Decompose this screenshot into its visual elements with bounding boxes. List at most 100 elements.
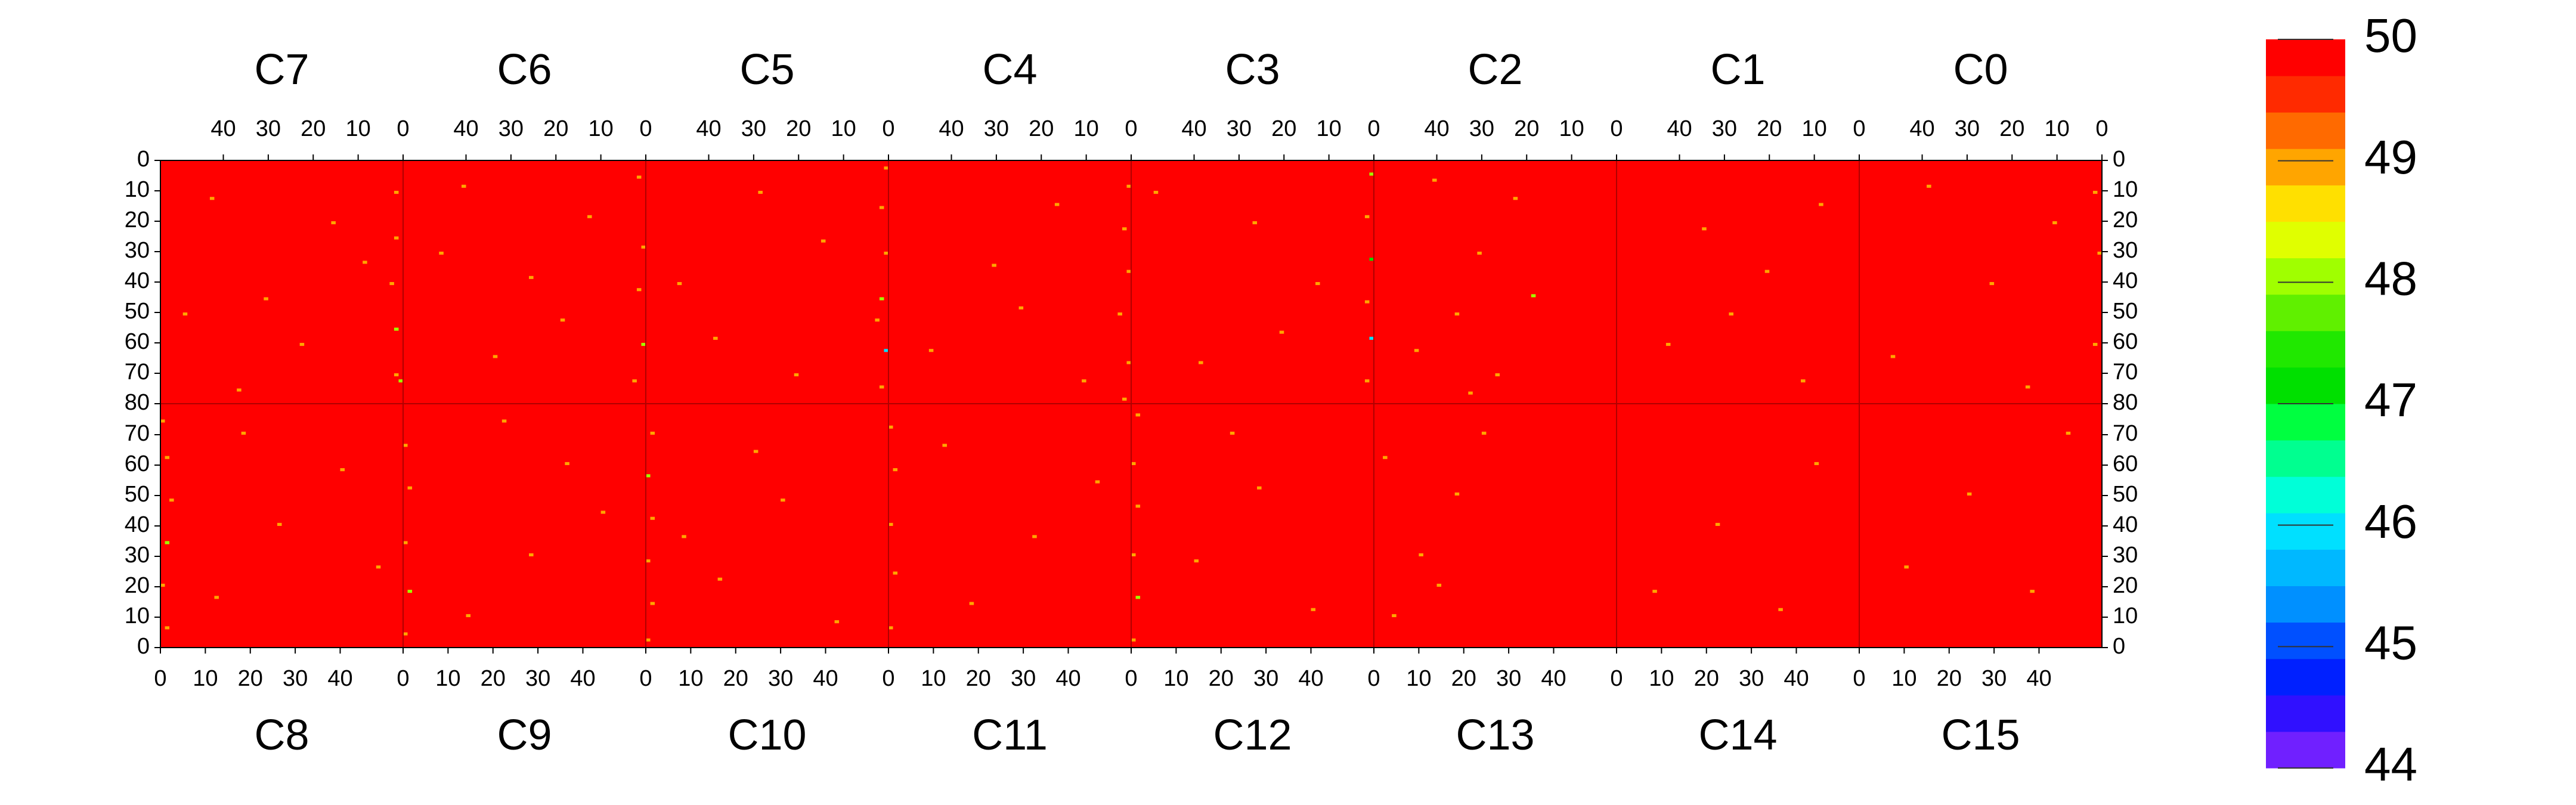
heatmap-cell bbox=[299, 343, 305, 346]
heatmap-cell bbox=[160, 419, 165, 423]
heatmap-cell bbox=[264, 297, 268, 301]
heatmap-cell bbox=[394, 236, 399, 240]
heatmap-cell bbox=[1095, 480, 1100, 484]
heatmap-cell bbox=[403, 541, 408, 544]
colorbar-band bbox=[2266, 258, 2345, 295]
y-tick-label: 70 bbox=[125, 421, 150, 446]
panel-background bbox=[888, 160, 1131, 404]
heatmap-cell bbox=[560, 318, 565, 322]
heatmap-cell bbox=[363, 261, 367, 264]
heatmap-cell bbox=[1018, 306, 1024, 309]
x-tick-label: 20 bbox=[1757, 116, 1782, 141]
y-tick-label: 0 bbox=[2113, 634, 2125, 659]
panel-label: C7 bbox=[254, 46, 309, 94]
heatmap-cell bbox=[1364, 300, 1370, 304]
x-tick-label: 0 bbox=[1125, 116, 1137, 141]
heatmap-cell bbox=[2097, 252, 2102, 255]
heatmap-cell bbox=[466, 614, 471, 617]
x-tick-label: 0 bbox=[1853, 116, 1865, 141]
heatmap-cell bbox=[600, 510, 606, 514]
heatmap-cell bbox=[893, 571, 898, 575]
x-tick-label: 30 bbox=[1955, 116, 1980, 141]
x-tick-label: 20 bbox=[1209, 666, 1234, 691]
heatmap-cell bbox=[969, 602, 974, 605]
x-tick-label: 0 bbox=[1853, 666, 1865, 691]
y-tick-label: 40 bbox=[125, 268, 150, 293]
x-tick-label: 30 bbox=[1496, 666, 1521, 691]
heatmap-cell bbox=[821, 239, 826, 243]
panel-label: C15 bbox=[1941, 711, 2020, 759]
panel-background bbox=[1617, 404, 1859, 647]
panel-label: C12 bbox=[1213, 711, 1292, 759]
colorbar-tick-label: 48 bbox=[2364, 252, 2417, 305]
heatmap-cell bbox=[165, 541, 170, 544]
x-tick-label: 20 bbox=[238, 666, 263, 691]
heatmap-cell bbox=[1454, 492, 1460, 496]
y-tick-label: 10 bbox=[125, 603, 150, 628]
heatmap-cell bbox=[439, 252, 444, 255]
colorbar-band bbox=[2266, 513, 2345, 550]
heatmap-cell bbox=[781, 499, 785, 502]
heatmap-cell bbox=[884, 349, 888, 352]
heatmap-cell bbox=[165, 456, 170, 459]
panel-background bbox=[888, 404, 1131, 647]
colorbar-band bbox=[2266, 549, 2345, 586]
heatmap-cell bbox=[879, 385, 884, 389]
heatmap-cell bbox=[1801, 379, 1806, 383]
x-tick-label: 20 bbox=[481, 666, 506, 691]
heatmap-cell bbox=[376, 565, 381, 569]
x-tick-label: 20 bbox=[1937, 666, 1962, 691]
heatmap-cell bbox=[277, 522, 282, 526]
panel-background bbox=[1374, 160, 1617, 404]
heatmap-cell bbox=[237, 388, 242, 392]
x-tick-label: 20 bbox=[786, 116, 811, 141]
heatmap-cell bbox=[893, 468, 898, 472]
x-tick-label: 30 bbox=[1712, 116, 1737, 141]
heatmap-cell bbox=[1279, 330, 1284, 334]
colorbar-band bbox=[2266, 294, 2345, 332]
heatmap-cell bbox=[1414, 349, 1419, 352]
heatmap-cell bbox=[182, 312, 188, 316]
panel-background bbox=[646, 160, 888, 404]
colorbar-band bbox=[2266, 476, 2345, 513]
x-tick-label: 0 bbox=[2095, 116, 2108, 141]
heatmap-cell bbox=[677, 282, 682, 286]
heatmap-cell bbox=[241, 431, 246, 435]
y-tick-label: 10 bbox=[2113, 603, 2138, 628]
heatmap-cell bbox=[1131, 462, 1136, 465]
heatmap-cell bbox=[1135, 596, 1141, 599]
heatmap-cell bbox=[1495, 373, 1500, 377]
plot-frame bbox=[160, 160, 2103, 648]
x-tick-label: 0 bbox=[397, 116, 409, 141]
x-tick-label: 40 bbox=[210, 116, 236, 141]
x-tick-label: 0 bbox=[397, 666, 409, 691]
y-tick-label: 50 bbox=[2113, 299, 2138, 324]
colorbar-band bbox=[2266, 76, 2345, 113]
heatmap-cell bbox=[1819, 203, 1823, 206]
heatmap-cell bbox=[2030, 590, 2035, 593]
x-tick-label: 40 bbox=[570, 666, 595, 691]
x-tick-label: 10 bbox=[2044, 116, 2069, 141]
heatmap-cell bbox=[1054, 203, 1060, 206]
colorbar-tick-label: 49 bbox=[2364, 131, 2417, 184]
heatmap-cell bbox=[394, 327, 399, 331]
x-tick-label: 30 bbox=[499, 116, 524, 141]
colorbar-band bbox=[2266, 185, 2345, 222]
heatmap-cell bbox=[1652, 590, 1657, 593]
heatmap-cell bbox=[493, 355, 498, 358]
heatmap-cell bbox=[2066, 431, 2071, 435]
heatmap-cell bbox=[888, 522, 893, 526]
heatmap-cell bbox=[1126, 270, 1131, 273]
heatmap-cell bbox=[529, 553, 534, 556]
x-tick-label: 40 bbox=[453, 116, 478, 141]
x-tick-label: 40 bbox=[1055, 666, 1080, 691]
heatmap-cell bbox=[758, 191, 763, 194]
x-tick-label: 0 bbox=[1367, 116, 1380, 141]
x-tick-label: 30 bbox=[283, 666, 308, 691]
x-tick-label: 40 bbox=[1667, 116, 1692, 141]
heatmap-cell bbox=[1436, 583, 1442, 587]
y-tick-label: 10 bbox=[125, 177, 150, 202]
colorbar-band bbox=[2266, 586, 2345, 623]
heatmap-cell bbox=[1665, 343, 1671, 346]
panel-label: C13 bbox=[1456, 711, 1534, 759]
